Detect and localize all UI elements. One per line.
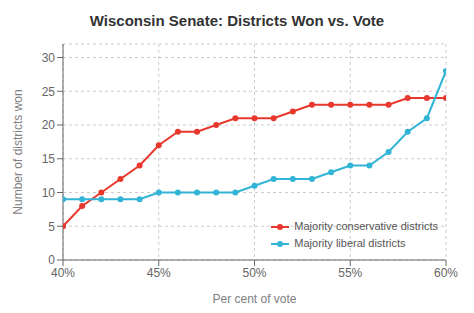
svg-text:55%: 55%: [338, 266, 362, 280]
html-text:Wisconsin Senate: Districts Wo: Wisconsin Senate: Districts Won vs. Vote: [89, 12, 385, 29]
svg-text:40%: 40%: [51, 266, 75, 280]
svg-text:25: 25: [42, 85, 56, 99]
html-text:Majority liberal districts: Majority liberal districts: [294, 237, 406, 249]
svg-text:15: 15: [42, 152, 56, 166]
svg-text:30: 30: [42, 51, 56, 65]
svg-text:10: 10: [42, 186, 56, 200]
svg-text:Number of districts won: Number of districts won: [11, 89, 25, 214]
svg-text:60%: 60%: [434, 266, 458, 280]
html-text:Majority conservative district: Majority conservative districts: [294, 220, 438, 232]
svg-text:45%: 45%: [147, 266, 171, 280]
svg-text:5: 5: [48, 220, 55, 234]
svg-text:0: 0: [48, 253, 55, 267]
svg-text:Per cent of vote: Per cent of vote: [212, 292, 296, 305]
svg-text:20: 20: [42, 118, 56, 132]
svg-text:50%: 50%: [242, 266, 266, 280]
